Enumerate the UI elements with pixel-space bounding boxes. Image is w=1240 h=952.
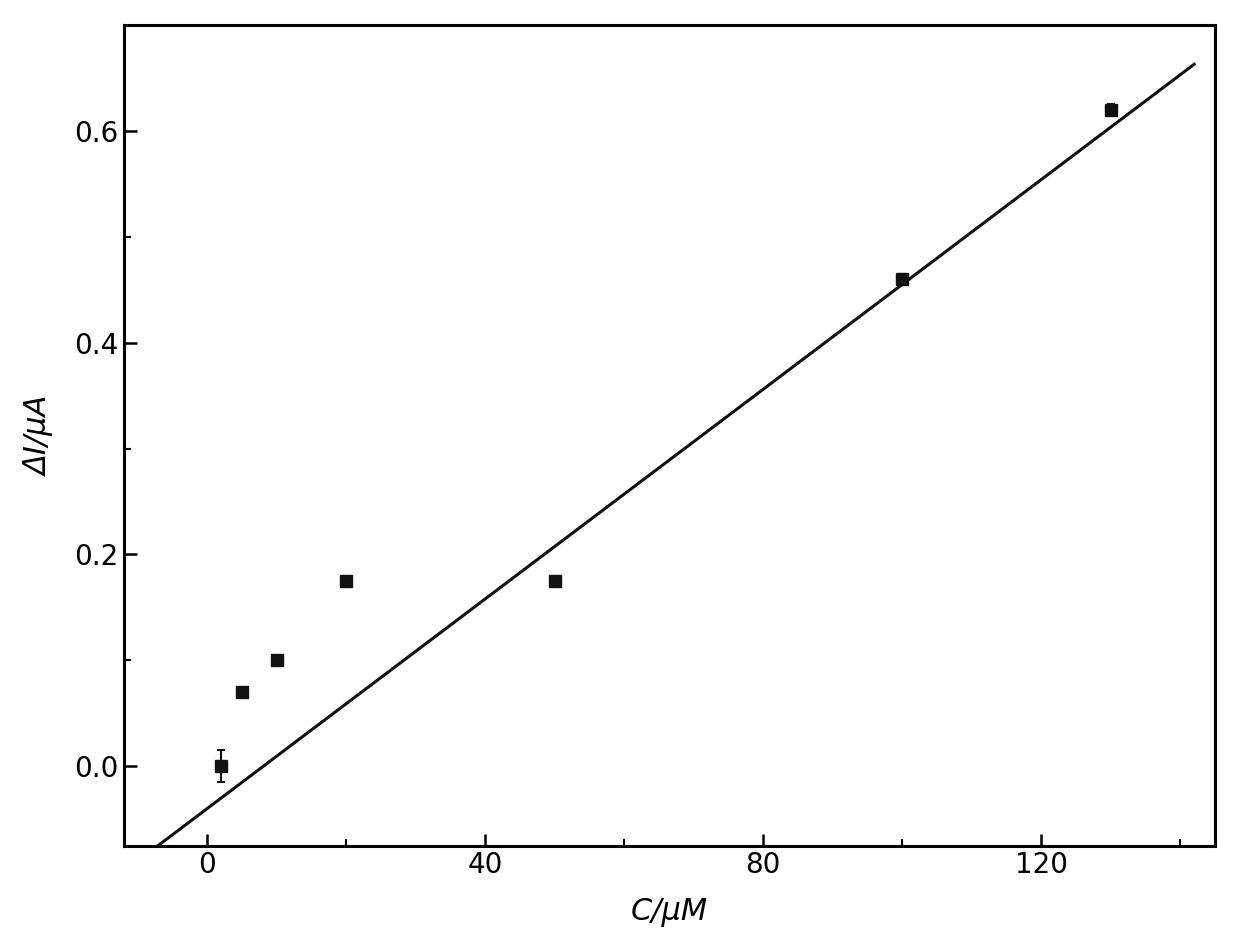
Y-axis label: ΔI/μA: ΔI/μA: [25, 395, 55, 476]
X-axis label: C/μM: C/μM: [631, 898, 708, 927]
